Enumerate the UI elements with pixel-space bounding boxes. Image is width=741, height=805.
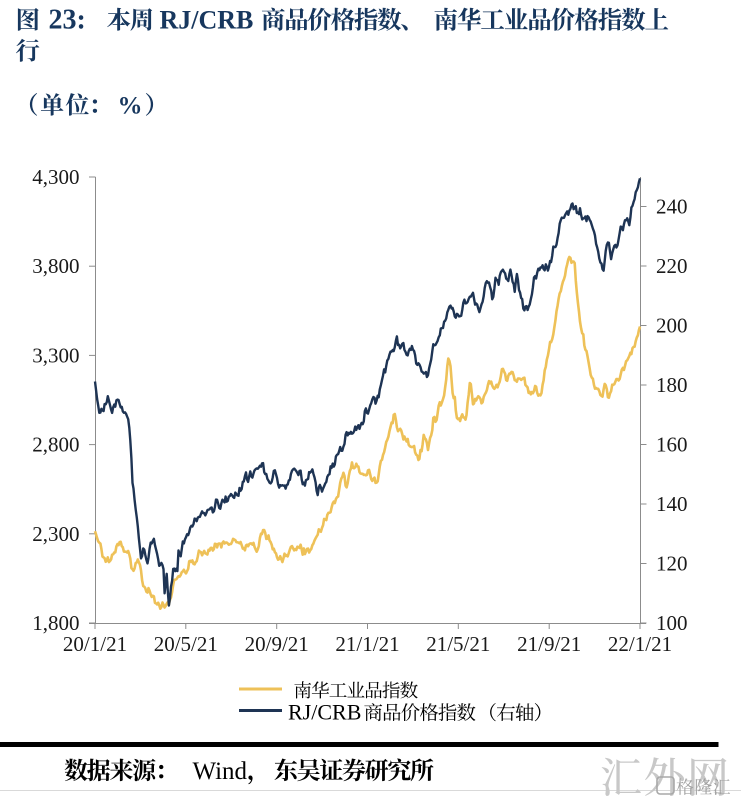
svg-text:3,800: 3,800	[32, 254, 79, 278]
svg-text:3,300: 3,300	[32, 343, 79, 367]
svg-text:200: 200	[656, 314, 688, 338]
svg-text:1,800: 1,800	[32, 611, 79, 635]
svg-text:Wind: Wind	[193, 758, 248, 785]
svg-text:120: 120	[656, 552, 688, 576]
svg-text:20/1/21: 20/1/21	[63, 632, 127, 656]
svg-text:RJ/CRB: RJ/CRB	[288, 700, 361, 725]
svg-text:22/1/21: 22/1/21	[608, 632, 672, 656]
svg-text:20/9/21: 20/9/21	[245, 632, 309, 656]
svg-text:100: 100	[656, 611, 688, 635]
svg-text:140: 140	[656, 492, 688, 516]
svg-text:180: 180	[656, 373, 688, 397]
svg-text:21/5/21: 21/5/21	[426, 632, 490, 656]
svg-text:20/5/21: 20/5/21	[154, 632, 218, 656]
svg-text:21/9/21: 21/9/21	[517, 632, 581, 656]
svg-text:4,300: 4,300	[32, 165, 79, 189]
svg-text:160: 160	[656, 433, 688, 457]
svg-text:%: %	[118, 93, 143, 120]
svg-text:23:: 23:	[49, 5, 86, 36]
svg-text:2,300: 2,300	[32, 522, 79, 546]
svg-text:RJ/CRB: RJ/CRB	[160, 6, 254, 35]
svg-text:220: 220	[656, 254, 688, 278]
svg-text:240: 240	[656, 195, 688, 219]
svg-text:2,800: 2,800	[32, 433, 79, 457]
svg-text:21/1/21: 21/1/21	[335, 632, 399, 656]
